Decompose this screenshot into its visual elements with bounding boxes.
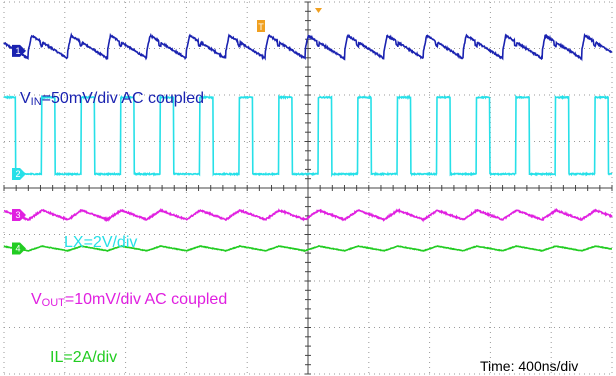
channel-1-marker-label: 1	[15, 46, 20, 56]
channel-2-marker[interactable]: 2	[12, 168, 26, 181]
lx-trace	[3, 94, 613, 178]
trigger-time-marker[interactable]: T	[257, 20, 265, 32]
trigger-marker-label: T	[258, 22, 264, 32]
vin-trace	[3, 32, 613, 62]
timebase-label: Time: 400ns/div	[480, 358, 578, 374]
il-trace	[3, 244, 613, 253]
channel-2-marker-label: 2	[15, 169, 20, 179]
vout-trace	[3, 207, 613, 223]
channel-4-marker-label: 4	[15, 243, 20, 253]
channel-4-marker[interactable]: 4	[12, 242, 26, 255]
lx-scale-label: LX=2V/div	[64, 234, 137, 251]
il-scale-label: IL=2A/div	[50, 349, 117, 366]
channel-3-marker[interactable]: 3	[12, 208, 26, 221]
trigger-position-marker	[315, 8, 322, 13]
vout-scale-label: VOUT=10mV/div AC coupled	[31, 291, 227, 309]
channel-1-marker[interactable]: 1	[12, 44, 26, 57]
graticule	[3, 1, 613, 375]
channel-labels: VIN=50mV/div AC coupled LX=2V/div VOUT=1…	[20, 90, 578, 374]
channel-3-marker-label: 3	[15, 210, 20, 220]
traces	[3, 32, 613, 253]
markers: T 1 2 3 4	[12, 8, 322, 255]
vin-scale-label: VIN=50mV/div AC coupled	[20, 90, 204, 108]
